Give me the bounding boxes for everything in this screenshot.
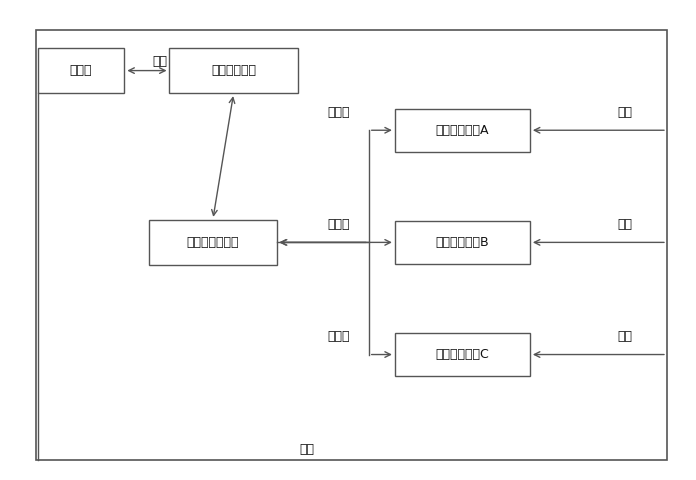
Text: 电能: 电能 [299,444,314,456]
Text: 储能式充电桦A: 储能式充电桦A [436,124,489,137]
Text: 以太网: 以太网 [328,106,350,119]
Bar [395,333,530,376]
Text: 通信: 通信 [152,55,167,68]
Text: 电力调度中心: 电力调度中心 [211,64,256,77]
Bar [38,48,125,93]
Bar [395,109,530,152]
Text: 储能式充电桦B: 储能式充电桦B [436,236,489,249]
Bar [170,48,298,93]
Text: 电能: 电能 [618,330,633,343]
Text: 以太网: 以太网 [328,330,350,343]
Text: 需求侧响应平台: 需求侧响应平台 [187,236,239,249]
Bar [149,220,277,265]
Text: 电能: 电能 [618,106,633,119]
Text: 以太网: 以太网 [328,218,350,231]
Text: 电能: 电能 [618,218,633,231]
Bar [395,221,530,264]
Text: 储能式充电桦C: 储能式充电桦C [436,348,489,361]
Text: 风电场: 风电场 [70,64,93,77]
